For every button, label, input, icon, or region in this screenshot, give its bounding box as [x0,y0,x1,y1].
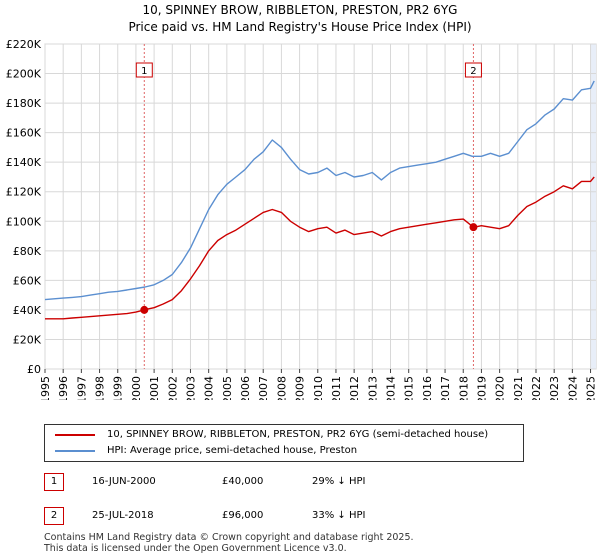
x-tick-label: 2020 [494,376,507,400]
sale-marker-number: 2 [470,66,476,77]
chart-subtitle: Price paid vs. HM Land Registry's House … [128,20,472,34]
y-tick-label: £220K [6,38,42,51]
x-tick-label: 2006 [239,376,252,400]
y-tick-label: £120K [6,186,42,199]
x-tick-label: 2021 [512,376,525,400]
x-tick-label: 2010 [312,376,325,400]
chart-legend: 10, SPINNEY BROW, RIBBLETON, PRESTON, PR… [44,424,524,462]
y-tick-label: £20K [13,333,42,346]
x-tick-label: 2003 [184,376,197,400]
y-tick-label: £160K [6,127,42,140]
x-tick-label: 2025 [585,376,598,400]
x-tick-label: 2005 [221,376,234,400]
x-tick-label: 2018 [457,376,470,400]
sale-point [469,223,478,232]
legend-label-hpi: HPI: Average price, semi-detached house,… [107,445,358,456]
y-tick-label: £180K [6,97,42,110]
x-tick-label: 2013 [366,376,379,400]
y-tick-label: £140K [6,156,42,169]
sale-point [140,305,149,314]
x-tick-label: 2011 [330,376,343,400]
x-tick-label: 2001 [148,376,161,400]
x-tick-label: 1995 [39,376,52,400]
legend-swatch-hpi [55,450,95,452]
footer-license: This data is licensed under the Open Gov… [44,543,347,554]
x-tick-label: 2024 [566,376,579,400]
transaction-row: 2 25-JUL-2018 £96,000 33% ↓ HPI [44,507,564,525]
transaction-badge: 1 [44,473,64,491]
x-tick-label: 2007 [257,376,270,400]
legend-swatch-property [55,434,95,436]
y-tick-label: £40K [13,304,42,317]
footer-copyright: Contains HM Land Registry data © Crown c… [44,532,414,543]
x-tick-label: 1997 [75,376,88,400]
transaction-date: 16-JUN-2000 [92,476,156,487]
chart-title: 10, SPINNEY BROW, RIBBLETON, PRESTON, PR… [142,3,458,17]
x-tick-label: 2022 [530,376,543,400]
price-chart: 1 2 £0 £20K £40K £60K £80K £100K £120K £140K £160… [6,38,598,400]
hpi-line [44,80,595,301]
y-tick-label: £200K [6,68,42,81]
plot-area [44,43,597,370]
transaction-badge: 2 [44,507,64,525]
transaction-hpi-diff: 29% ↓ HPI [312,476,366,487]
y-tick-label: £0 [27,363,41,376]
sale-marker-number: 1 [141,66,147,77]
x-tick-label: 2014 [385,376,398,400]
legend-label-property: 10, SPINNEY BROW, RIBBLETON, PRESTON, PR… [107,429,489,440]
future-shade [590,44,596,369]
x-tick-label: 2019 [475,376,488,400]
y-tick-label: £80K [13,245,42,258]
x-tick-label: 2008 [275,376,288,400]
property-price-line [45,176,595,320]
x-tick-label: 2012 [348,376,361,400]
transaction-price: £40,000 [222,476,264,487]
x-tick-label: 1999 [112,376,125,400]
x-tick-label: 2017 [439,376,452,400]
x-tick-label: 2002 [166,376,179,400]
x-tick-label: 2009 [294,376,307,400]
transaction-hpi-diff: 33% ↓ HPI [312,510,366,521]
x-tick-label: 2015 [403,376,416,400]
transaction-date: 25-JUL-2018 [92,510,154,521]
transaction-price: £96,000 [222,510,264,521]
x-tick-label: 2016 [421,376,434,400]
x-tick-label: 2004 [203,376,216,400]
sale-marker-box [464,62,482,78]
x-tick-label: 2023 [548,376,561,400]
x-tick-label: 2000 [130,376,143,400]
y-tick-label: £100K [6,215,42,228]
transaction-row: 1 16-JUN-2000 £40,000 29% ↓ HPI [44,473,564,491]
x-tick-label: 1996 [57,376,70,400]
sale-marker-box [135,62,153,78]
x-tick-label: 1998 [94,376,107,400]
y-tick-label: £60K [13,274,42,287]
